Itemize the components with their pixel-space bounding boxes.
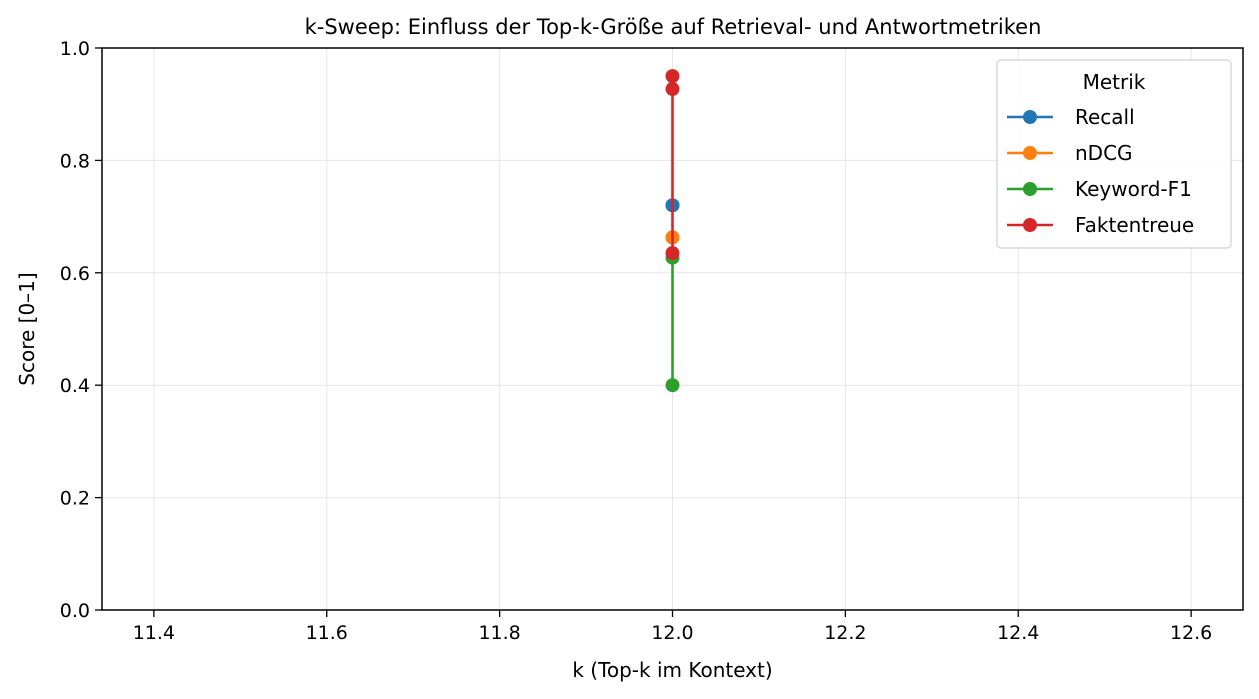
legend-marker (1023, 218, 1037, 232)
x-axis-label: k (Top-k im Kontext) (572, 658, 772, 682)
legend-label: Keyword-F1 (1075, 177, 1192, 201)
x-tick-label: 12.6 (1170, 622, 1212, 644)
x-tick-label: 11.4 (133, 622, 175, 644)
x-axis: 11.4 11.6 11.8 12.0 12.2 12.4 12.6 (133, 610, 1212, 644)
legend-item: Faktentreue (1007, 213, 1194, 237)
y-tick-label: 1.0 (60, 38, 90, 60)
series-layer (665, 69, 680, 393)
legend-marker (1023, 110, 1037, 124)
legend-marker (1023, 182, 1037, 196)
series-faktentreue (665, 69, 680, 261)
data-point (665, 246, 680, 261)
x-tick-label: 12.4 (997, 622, 1039, 644)
legend-item: Keyword-F1 (1007, 177, 1192, 201)
x-tick-label: 12.0 (651, 622, 693, 644)
legend-marker (1023, 146, 1037, 160)
data-point (665, 82, 680, 97)
legend: Metrik Recall nDCG Keyword-F1 Faktentreue (996, 59, 1232, 249)
data-point (665, 69, 680, 84)
x-tick-label: 11.8 (478, 622, 520, 644)
y-tick-label: 0.0 (60, 600, 90, 622)
x-tick-label: 12.2 (824, 622, 866, 644)
y-axis: 0.0 0.2 0.4 0.6 0.8 1.0 (60, 38, 102, 622)
legend-label: nDCG (1075, 141, 1133, 165)
y-tick-label: 0.2 (60, 488, 90, 510)
y-tick-label: 0.4 (60, 375, 90, 397)
data-point (665, 378, 680, 393)
chart-title: k-Sweep: Einfluss der Top-k-Größe auf Re… (305, 15, 1042, 39)
legend-label: Faktentreue (1075, 213, 1194, 237)
legend-label: Recall (1075, 105, 1135, 129)
y-tick-label: 0.6 (60, 263, 90, 285)
legend-title: Metrik (1083, 70, 1146, 94)
legend-item: nDCG (1007, 141, 1133, 165)
y-tick-label: 0.8 (60, 150, 90, 172)
y-axis-label: Score [0–1] (15, 272, 39, 385)
legend-item: Recall (1007, 105, 1135, 129)
legend-box (996, 59, 1232, 249)
x-tick-label: 11.6 (306, 622, 348, 644)
